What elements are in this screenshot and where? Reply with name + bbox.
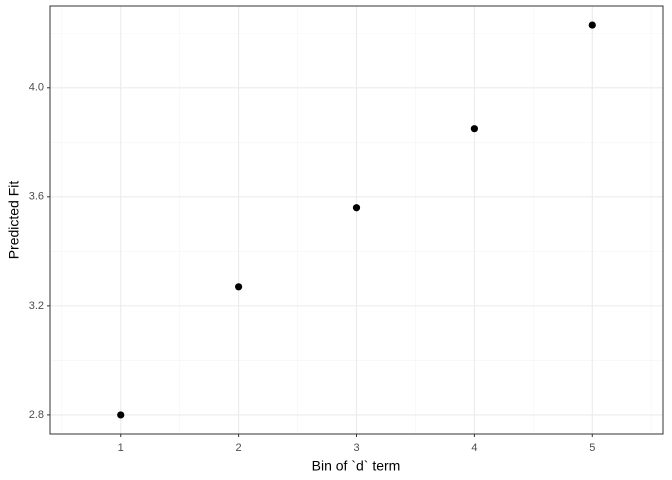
x-axis-title: Bin of `d` term bbox=[312, 458, 401, 474]
x-tick-label: 4 bbox=[471, 442, 477, 454]
x-tick-label: 2 bbox=[236, 442, 242, 454]
y-tick-label: 4.0 bbox=[29, 82, 44, 94]
x-tick-label: 5 bbox=[589, 442, 595, 454]
y-tick-label: 2.8 bbox=[29, 409, 44, 421]
y-tick-label: 3.2 bbox=[29, 300, 44, 312]
x-tick-label: 1 bbox=[118, 442, 124, 454]
panel-border bbox=[49, 5, 664, 435]
point bbox=[352, 204, 361, 212]
point bbox=[588, 21, 596, 29]
y-axis-title: Predicted Fit bbox=[6, 181, 22, 260]
point bbox=[117, 411, 125, 419]
point bbox=[470, 125, 478, 133]
x-tick-label: 3 bbox=[353, 442, 359, 454]
y-tick-label: 3.6 bbox=[29, 191, 44, 203]
point bbox=[235, 283, 243, 291]
